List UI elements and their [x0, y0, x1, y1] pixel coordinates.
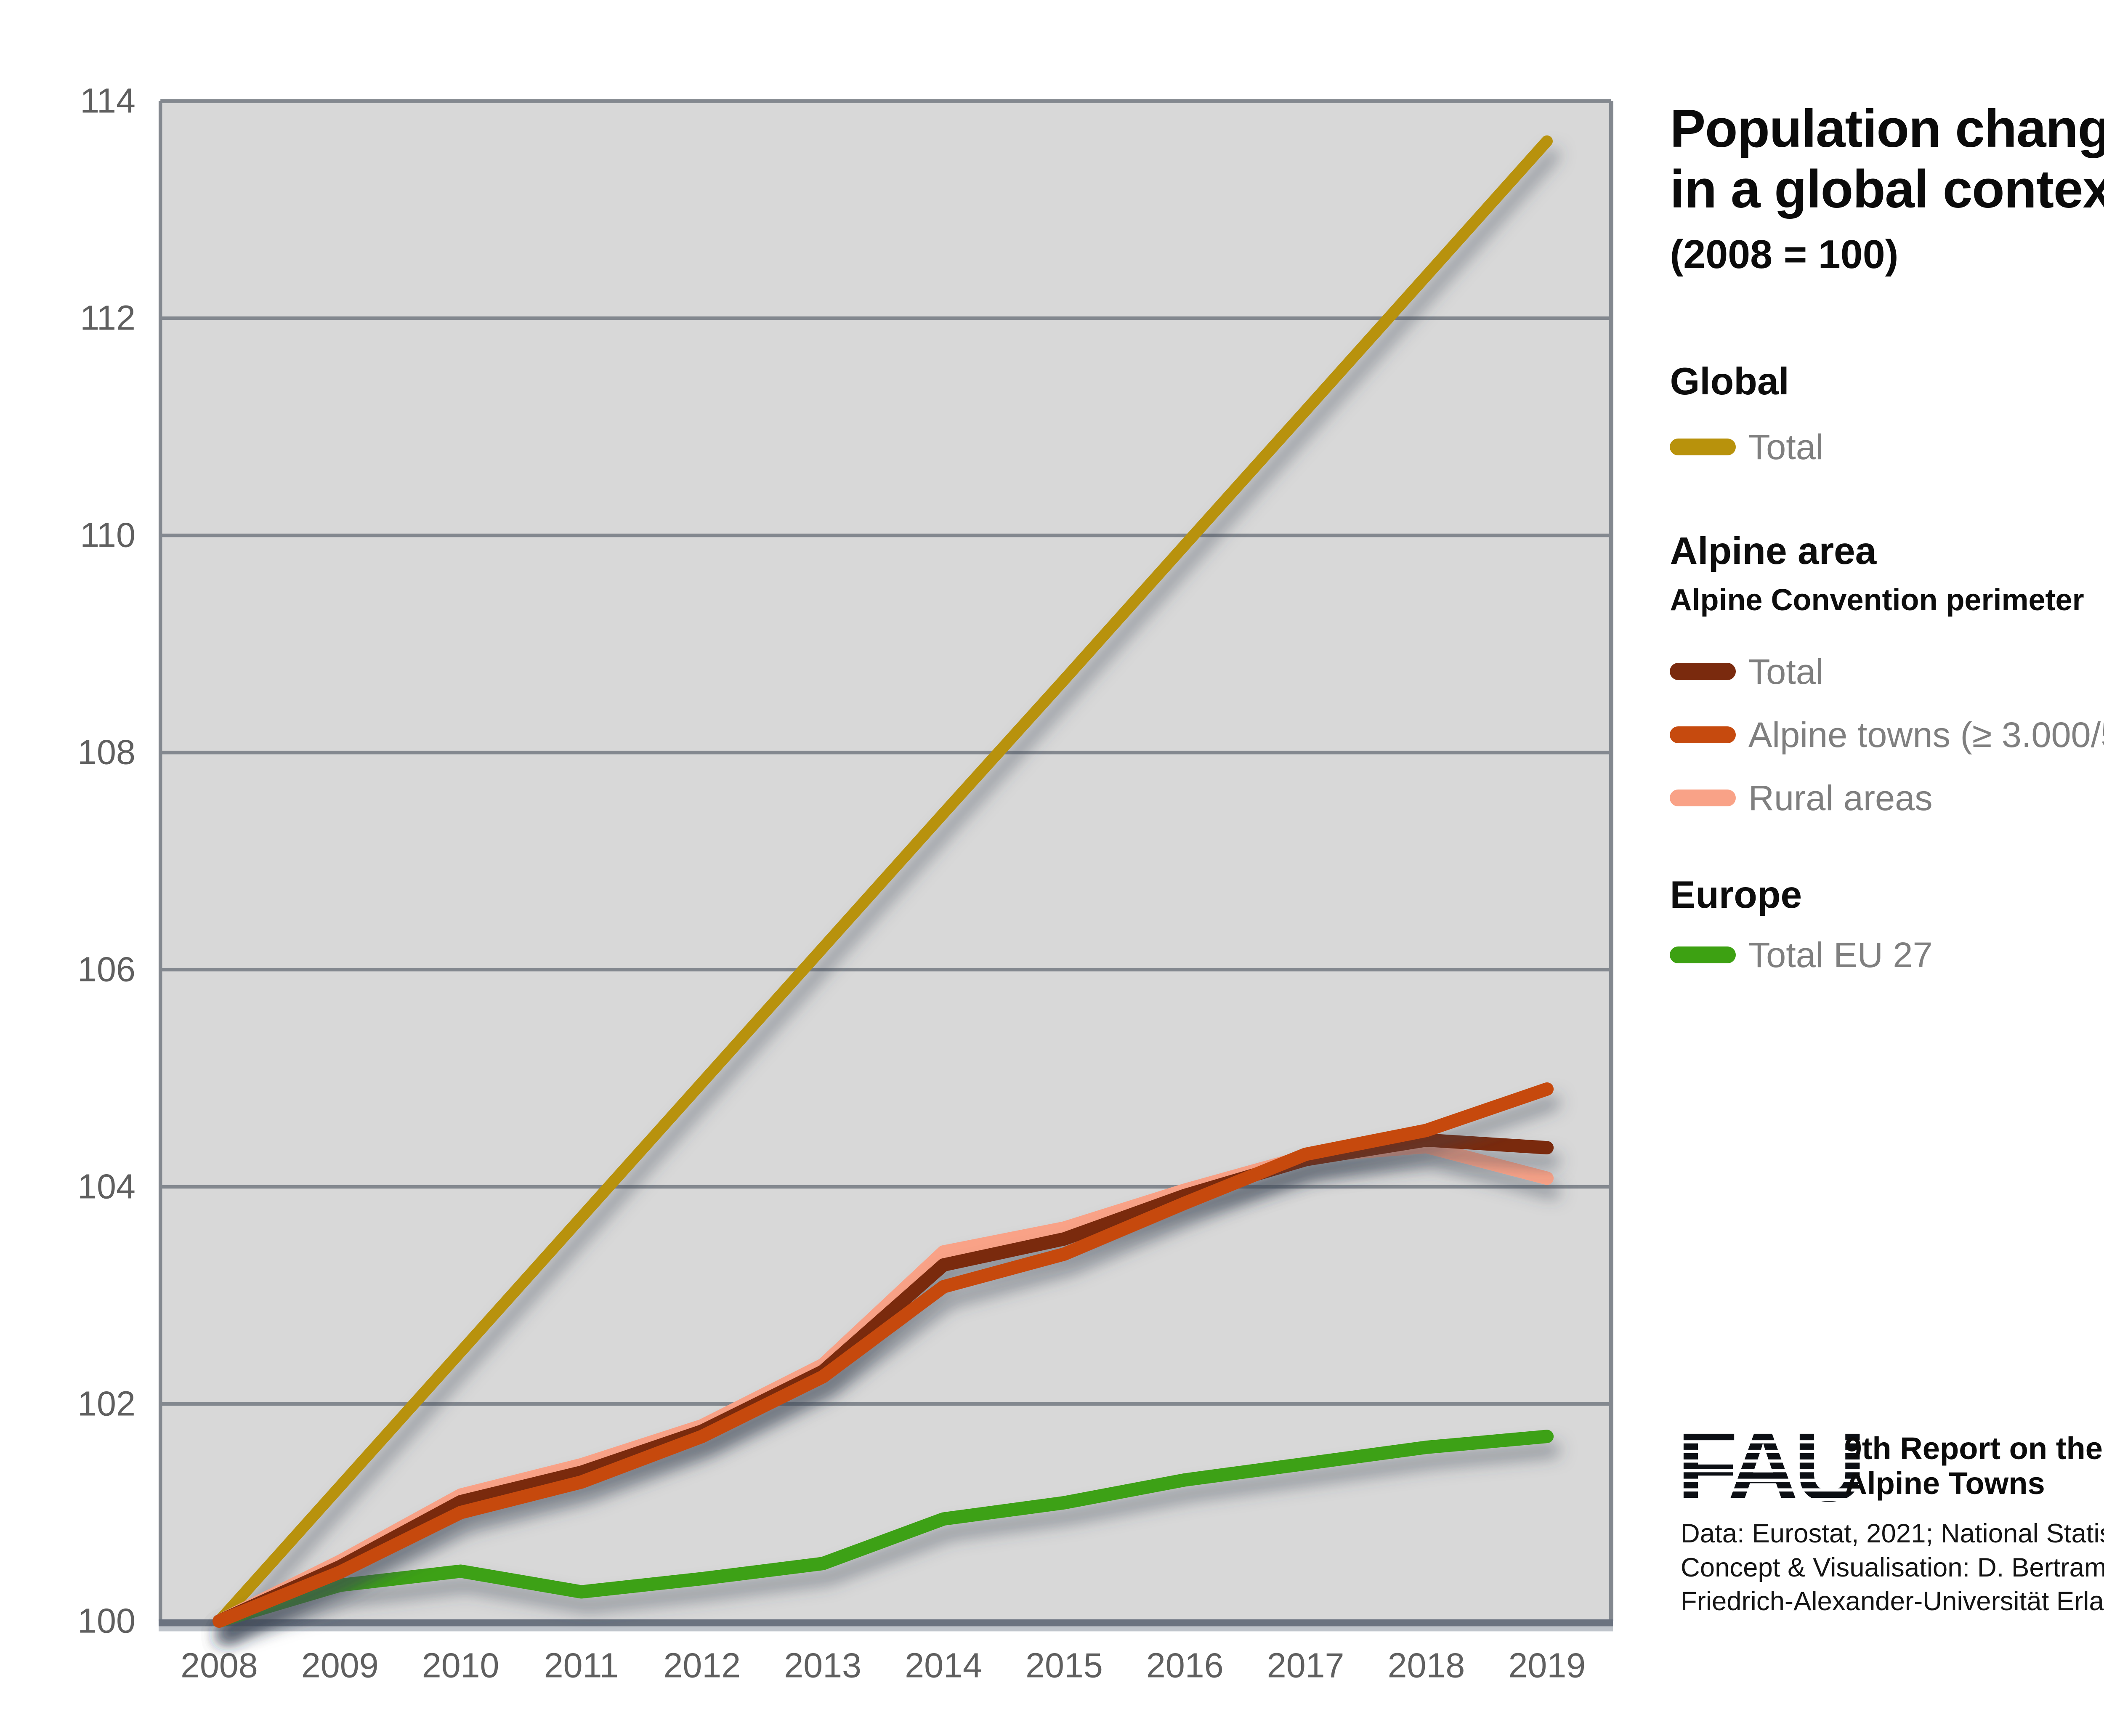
y-tick-label-110: 110: [80, 516, 135, 555]
x-tick-label-2016: 2016: [1146, 1646, 1224, 1685]
x-tick-label-2017: 2017: [1267, 1646, 1344, 1685]
legend-heading-global: Global: [1670, 360, 1789, 403]
y-tick-label-112: 112: [80, 299, 135, 338]
x-tick-label-2015: 2015: [1025, 1646, 1103, 1685]
x-tick-label-2019: 2019: [1509, 1646, 1586, 1685]
chart-title: Population change in a global context: [1670, 98, 2104, 219]
fau-logo-graphic: FAU: [1677, 1411, 1866, 1522]
legend-item-alpine_total: Total: [1670, 650, 2104, 693]
y-tick-label-102: 102: [77, 1385, 135, 1423]
plot-area: [160, 101, 1611, 1621]
y-tick-label-100: 100: [77, 1602, 135, 1640]
y-tick-label-104: 104: [77, 1167, 135, 1206]
fau-logo: FAU: [1677, 1411, 1878, 1522]
x-tick-label-2012: 2012: [664, 1646, 741, 1685]
population-line-chart: 100 102 104 106 108 110 112 114 2008 2009 2010 2011…: [77, 82, 1613, 1685]
legend-item-alpine_towns: Alpine towns (≥ 3.000/5.000 Inh., RSA 9 …: [1670, 713, 2104, 756]
legend-swatch-global_total: [1670, 438, 1736, 456]
chart-subtitle: (2008 = 100): [1670, 232, 1899, 277]
report-title: 9th Report on the State of the Alps Alpi…: [1845, 1431, 2104, 1501]
legend-swatch-alpine_towns: [1670, 726, 1736, 743]
x-tick-label-2018: 2018: [1388, 1646, 1465, 1685]
legend-label-rural_areas: Rural areas: [1748, 778, 1933, 818]
legend-label-eu27_total: Total EU 27: [1748, 934, 1933, 975]
legend-swatch-rural_areas: [1670, 790, 1736, 807]
legend-item-global_total: Total: [1670, 425, 2104, 468]
chart-title-line1: Population change: [1670, 98, 2104, 158]
x-tick-label-2013: 2013: [784, 1646, 861, 1685]
y-tick-label-108: 108: [77, 733, 135, 772]
credit-data-source: Data: Eurostat, 2021; National Statistic…: [1680, 1518, 2104, 1549]
credit-concept: Concept & Visualisation: D. Bertram, T. …: [1680, 1552, 2104, 1582]
svg-text:FAU: FAU: [1677, 1424, 1860, 1513]
legend-label-alpine_total: Total: [1748, 651, 1824, 691]
x-tick-label-2009: 2009: [301, 1646, 379, 1685]
credit-university: Friedrich-Alexander-Universität Erlangen…: [1680, 1586, 2104, 1616]
chart-title-line2: in a global context: [1670, 159, 2104, 219]
legend-heading-europe: Europe: [1670, 874, 1802, 917]
y-tick-label-114: 114: [80, 82, 135, 120]
report-title-line1: 9th Report on the State of the Alps: [1844, 1430, 2104, 1466]
legend-swatch-eu27_total: [1670, 946, 1736, 963]
x-tick-label-2010: 2010: [422, 1646, 499, 1685]
legend-item-eu27_total: Total EU 27: [1670, 933, 2104, 976]
report-title-line2: Alpine Towns: [1844, 1465, 2045, 1501]
legend-subheading: Alpine Convention perimeter: [1670, 583, 2084, 617]
legend-heading-alpine-area: Alpine area: [1670, 529, 1877, 572]
legend: Global Total Alpine area Alpine Convention …: [1670, 359, 2104, 976]
credits: Data: Eurostat, 2021; National Statistic…: [1681, 1517, 2104, 1618]
series-line-global_total: [213, 135, 1553, 1627]
y-tick-label-106: 106: [77, 950, 135, 989]
x-tick-label-2014: 2014: [905, 1646, 982, 1685]
x-tick-label-2008: 2008: [181, 1646, 258, 1685]
right-panel: Population change in a global context (2…: [1670, 98, 2104, 976]
legend-item-rural_areas: Rural areas: [1670, 776, 2104, 819]
legend-label-global_total: Total: [1748, 426, 1824, 467]
x-tick-label-2011: 2011: [544, 1646, 619, 1685]
series-line-eu27_total: [213, 1430, 1554, 1628]
legend-swatch-alpine_total: [1670, 663, 1736, 680]
legend-label-alpine_towns: Alpine towns (≥ 3.000/5.000 Inh., RSA 9 …: [1748, 714, 2104, 755]
series-line-alpine_towns: [213, 1082, 1554, 1628]
